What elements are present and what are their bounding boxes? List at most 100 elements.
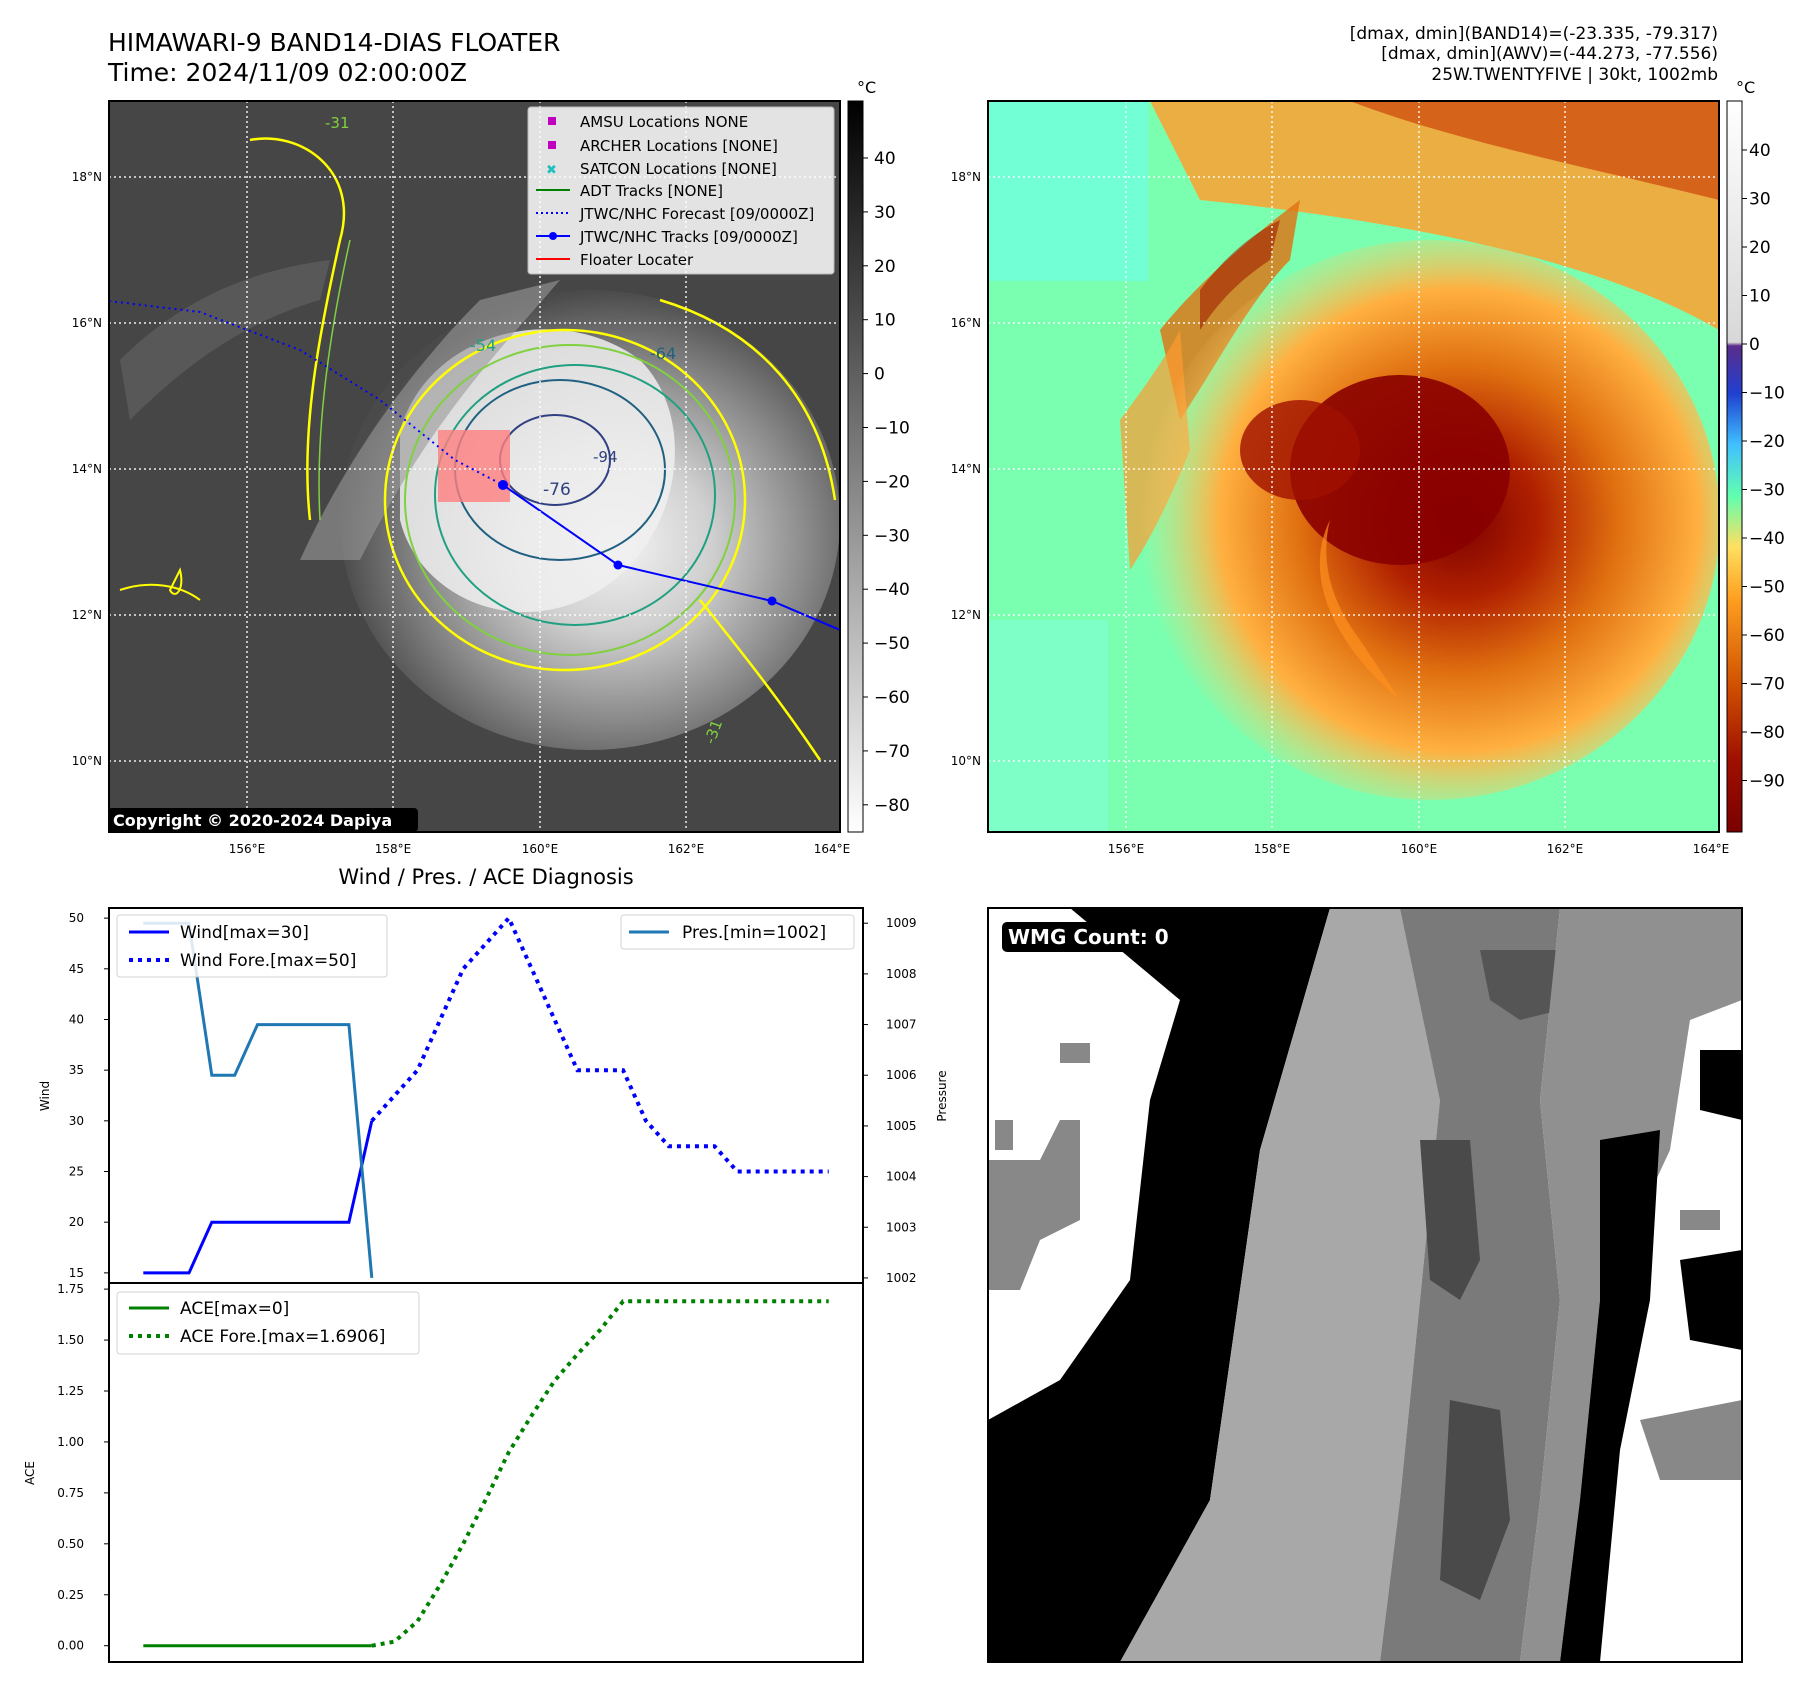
svg-text:12°N: 12°N <box>72 608 102 622</box>
info-line-3: 25W.TWENTYFIVE | 30kt, 1002mb <box>1431 65 1718 85</box>
wind-pressure-plot: Wind Pressure 15 20 25 30 35 40 45 50 1002 1003 1… <box>38 907 949 1285</box>
ir-map-lon-labels: 156°E 158°E 160°E 162°E 164°E <box>229 842 851 856</box>
svg-text:156°E: 156°E <box>1108 842 1145 856</box>
track-point <box>767 596 777 606</box>
colorbar-tick-label: −80 <box>1749 723 1785 743</box>
colorbar-tick-label: −50 <box>1749 578 1785 598</box>
ir-map: -31 -54 -64 -76 -94 -31 <box>72 100 851 856</box>
wmg-count-badge <box>1002 922 1182 952</box>
ir-colorbar-unit: °C <box>857 78 876 97</box>
legend-archer-icon <box>548 141 556 149</box>
ir-colorbar: °C 40 30 20 10 0 −10 −20 −30 −40 −50 −60 −70 −80 <box>847 78 910 833</box>
svg-text:14°N: 14°N <box>951 462 981 476</box>
pressure-legend: Pres.[min=1002] <box>620 914 855 950</box>
info-line-1: [dmax, dmin](BAND14)=(-23.335, -79.317) <box>1350 24 1718 44</box>
series-line-2 <box>143 921 374 1279</box>
colorbar-tick-label: 10 <box>874 311 896 331</box>
awv-colorbar: °C 40 30 20 10 0 −10 −20 −30 −40 −50 −60 −70 −80 −90 <box>1726 78 1785 833</box>
contour-label: -54 <box>470 336 496 355</box>
pressure-tick-label: 1005 <box>886 1119 917 1133</box>
ace-tick-label: 1.75 <box>57 1282 84 1296</box>
colorbar-tick-label: −30 <box>874 526 910 546</box>
pressure-tick-label: 1008 <box>886 967 917 981</box>
legend-tracks: JTWC/NHC Tracks [09/0000Z] <box>579 228 798 246</box>
colorbar-tick-label: −30 <box>1749 481 1785 501</box>
legend-wind: Wind[max=30] <box>180 923 309 943</box>
colorbar-tick-label: 20 <box>874 257 896 277</box>
colorbar-tick-label: −70 <box>874 742 910 762</box>
colorbar-tick-label: −10 <box>874 419 910 439</box>
wmg-panel: WMG Count: 0 <box>987 907 1743 1663</box>
legend-satcon: SATCON Locations [NONE] <box>580 160 777 178</box>
colorbar-tick-label: −80 <box>874 796 910 816</box>
colorbar-tick-label: −10 <box>1749 384 1785 404</box>
diagnosis-title: Wind / Pres. / ACE Diagnosis <box>338 865 633 889</box>
track-point <box>498 480 508 490</box>
track-point <box>613 560 623 570</box>
title-line-1: HIMAWARI-9 BAND14-DIAS FLOATER <box>108 28 560 57</box>
svg-text:18°N: 18°N <box>72 170 102 184</box>
pressure-tick-label: 1004 <box>886 1170 917 1184</box>
pressure-axis-label: Pressure <box>935 1070 949 1121</box>
awv-map-lon-labels: 156°E 158°E 160°E 162°E 164°E <box>1108 842 1730 856</box>
svg-text:158°E: 158°E <box>1254 842 1291 856</box>
svg-text:162°E: 162°E <box>1547 842 1584 856</box>
wind-tick-label: 20 <box>69 1215 84 1229</box>
colorbar-tick-label: 20 <box>1749 238 1771 258</box>
colorbar-tick-label: −60 <box>1749 626 1785 646</box>
legend-amsu: AMSU Locations NONE <box>580 113 748 131</box>
ace-tick-label: 0.00 <box>57 1639 84 1653</box>
svg-text:14°N: 14°N <box>72 462 102 476</box>
legend-adt: ADT Tracks [NONE] <box>580 182 723 200</box>
ir-map-lat-labels: 18°N 16°N 14°N 12°N 10°N <box>72 170 102 768</box>
title-line-2: Time: 2024/11/09 02:00:00Z <box>107 58 467 87</box>
ace-legend: ACE[max=0] ACE Fore.[max=1.6906] <box>116 1291 420 1355</box>
series-line-0 <box>143 1120 374 1275</box>
awv-colorbar-unit: °C <box>1736 78 1755 97</box>
awv-map-lat-labels: 18°N 16°N 14°N 12°N 10°N <box>951 170 981 768</box>
floater-locater <box>438 430 510 502</box>
wmg-count-label: WMG Count: 0 <box>1008 925 1169 949</box>
contour-label: -31 <box>325 114 350 132</box>
svg-text:164°E: 164°E <box>814 842 851 856</box>
svg-text:10°N: 10°N <box>72 754 102 768</box>
ace-tick-label: 1.50 <box>57 1333 84 1347</box>
svg-text:16°N: 16°N <box>72 316 102 330</box>
wind-tick-label: 50 <box>69 911 84 925</box>
awv-map: 18°N 16°N 14°N 12°N 10°N 156°E 158°E 160… <box>951 100 1730 856</box>
svg-text:16°N: 16°N <box>951 316 981 330</box>
info-line-2: [dmax, dmin](AWV)=(-44.273, -77.556) <box>1381 44 1718 64</box>
legend-forecast: JTWC/NHC Forecast [09/0000Z] <box>579 205 814 223</box>
svg-text:10°N: 10°N <box>951 754 981 768</box>
ace-series-line-1 <box>371 1299 829 1648</box>
wind-tick-label: 45 <box>69 962 84 976</box>
colorbar-tick-label: 0 <box>1749 335 1760 355</box>
colorbar-tick-label: −70 <box>1749 675 1785 695</box>
ace-tick-label: 1.25 <box>57 1384 84 1398</box>
colorbar-tick-label: −20 <box>874 472 910 492</box>
svg-text:160°E: 160°E <box>522 842 559 856</box>
map-legend: AMSU Locations NONE ARCHER Locations [NO… <box>527 106 835 275</box>
wind-tick-label: 25 <box>69 1165 84 1179</box>
svg-text:156°E: 156°E <box>229 842 266 856</box>
svg-text:164°E: 164°E <box>1693 842 1730 856</box>
copyright-badge <box>108 808 418 832</box>
colorbar-tick-label: 30 <box>1749 190 1771 210</box>
svg-text:158°E: 158°E <box>375 842 412 856</box>
svg-text:162°E: 162°E <box>668 842 705 856</box>
wind-tick-label: 30 <box>69 1114 84 1128</box>
colorbar-tick-label: 40 <box>1749 141 1771 161</box>
wind-legend: Wind[max=30] Wind Fore.[max=50] <box>116 914 388 978</box>
pressure-tick-label: 1002 <box>886 1271 917 1285</box>
ace-tick-label: 1.00 <box>57 1435 84 1449</box>
contour-label: -94 <box>593 448 618 466</box>
colorbar-tick-label: 10 <box>1749 287 1771 307</box>
legend-ace: ACE[max=0] <box>180 1299 289 1319</box>
pressure-tick-label: 1003 <box>886 1220 917 1234</box>
wind-tick-label: 15 <box>69 1266 84 1280</box>
pressure-tick-label: 1009 <box>886 916 917 930</box>
colorbar-tick-label: 0 <box>874 365 885 385</box>
legend-ace-fore: ACE Fore.[max=1.6906] <box>180 1327 385 1347</box>
pressure-tick-label: 1006 <box>886 1068 917 1082</box>
copyright-text: Copyright © 2020-2024 Dapiya <box>113 811 392 830</box>
